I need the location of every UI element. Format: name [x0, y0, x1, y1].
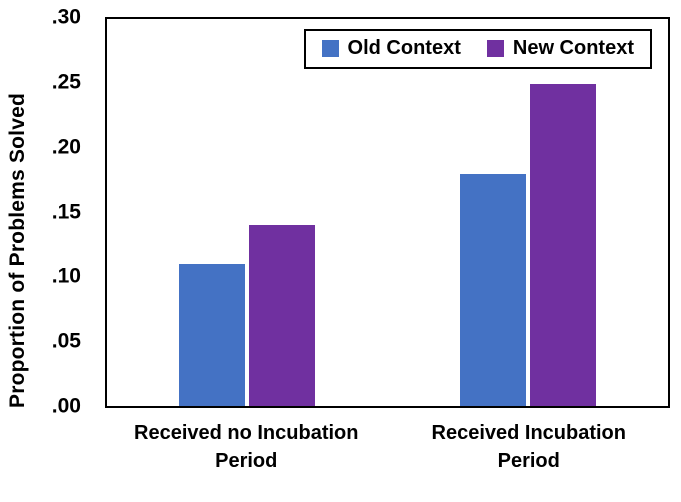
bar-group — [107, 19, 388, 406]
bar-new-context — [529, 83, 596, 406]
y-tick-label: .00 — [51, 394, 81, 418]
y-axis-tick-labels: .30 .25 .20 .15 .10 .05 .00 — [0, 7, 93, 417]
y-tick-label: .05 — [51, 329, 81, 353]
bar-groups — [107, 19, 668, 406]
bar-old-context — [179, 264, 246, 406]
y-tick-label: .10 — [51, 264, 81, 288]
legend-item-old-context: Old Context — [321, 37, 461, 60]
bar-old-context — [459, 173, 526, 406]
y-tick-label: .30 — [51, 5, 81, 29]
y-tick-label: .25 — [51, 70, 81, 94]
legend-label-new-context: New Context — [512, 37, 634, 59]
bar-new-context — [249, 225, 316, 406]
legend-swatch-new-context-icon — [486, 40, 504, 57]
bar-group — [388, 19, 669, 406]
legend-label-old-context: Old Context — [347, 37, 461, 59]
category-label-no-incubation: Received no Incubation Period — [134, 422, 359, 472]
y-tick-label: .15 — [51, 200, 81, 223]
legend-swatch-old-context-icon — [321, 40, 339, 57]
legend: Old Context New Context — [303, 29, 652, 69]
y-tick-label: .20 — [51, 135, 81, 159]
plot-area: Old Context New Context — [105, 17, 670, 408]
legend-item-new-context: New Context — [486, 37, 634, 60]
x-axis-category-labels: Received no Incubation Period Received I… — [105, 419, 670, 475]
category-label-incubation: Received Incubation Period — [431, 422, 627, 472]
